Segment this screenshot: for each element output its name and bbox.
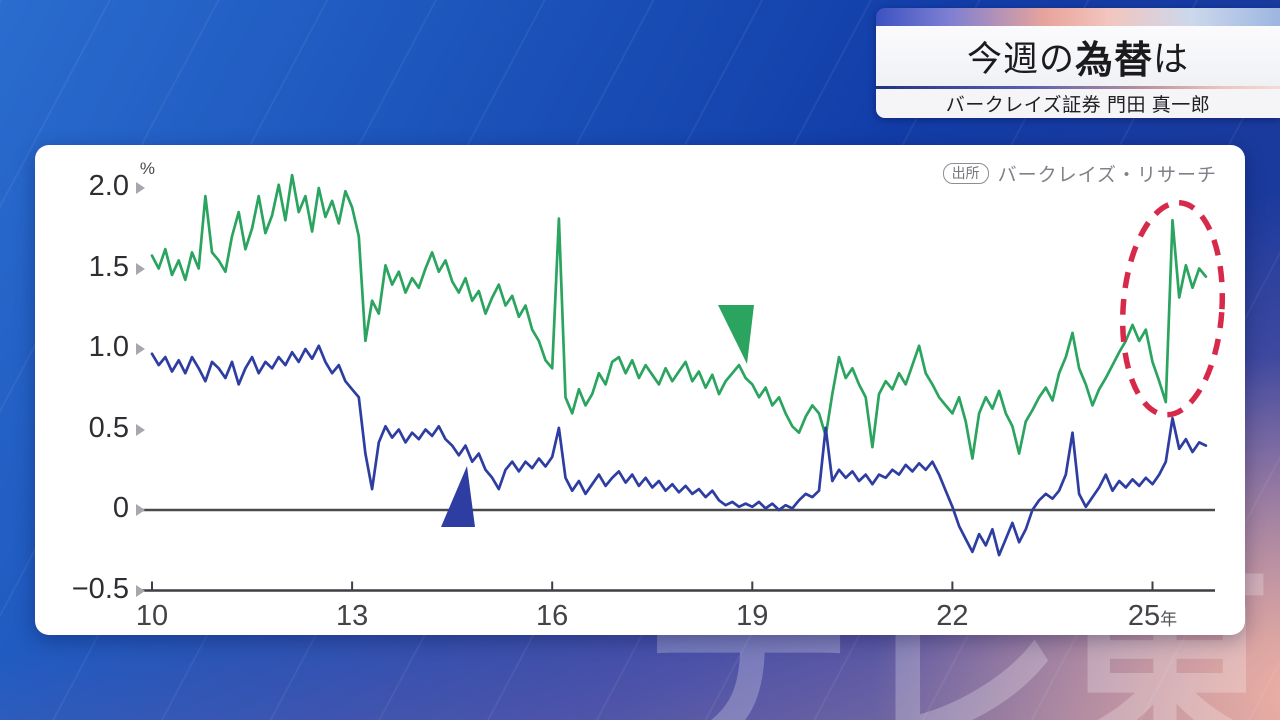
x-tick-label: 13 — [335, 600, 369, 632]
y-tick-marker — [136, 262, 145, 275]
x-tick-label: 19 — [736, 600, 769, 632]
title-emphasis: 為替 — [1074, 39, 1153, 82]
header-divider — [876, 86, 1280, 89]
analyst-name: バークレイズ証券 門田 真一郎 — [876, 89, 1280, 118]
series-30y-term-premium-line — [150, 173, 1208, 460]
title-prefix: 今週の — [966, 39, 1075, 79]
x-tick-label: 22 — [936, 600, 969, 632]
series-10y-term-premium-line — [150, 344, 1208, 557]
y-tick-label: 0.5 — [88, 411, 129, 444]
chart-panel: % 2.0 1.5 1.0 0.5 0 −0.5 10 13 16 19 22 25年 出所 バーク… — [35, 145, 1245, 635]
source-note: 出所 バークレイズ・リサーチ — [942, 160, 1217, 187]
program-header: 今週の 為替は バークレイズ証券 門田 真一郎 — [876, 8, 1280, 118]
x-axis-ticks — [151, 581, 1154, 591]
y-axis-unit-label: % — [139, 159, 155, 178]
y-tick-marker — [136, 584, 145, 597]
x-tick-label: 16 — [536, 600, 569, 632]
term-premium-chart — [140, 173, 1226, 592]
y-tick-marker — [136, 182, 145, 194]
y-tick-label: −0.5 — [71, 572, 129, 605]
y-tick-label: 1.0 — [88, 331, 129, 363]
callout-tail-30y — [718, 305, 754, 364]
callout-tail-10y — [441, 466, 475, 527]
header-gradient-stripe — [876, 8, 1280, 26]
legend-callout-30y: 30年タームプレミアム — [659, 267, 969, 300]
y-tick-marker — [136, 423, 145, 436]
y-tick-label: 2.0 — [88, 170, 129, 202]
y-tick-marker — [136, 343, 145, 355]
y-tick-marker — [136, 504, 145, 516]
legend-callout-10y: 10年タームプレミアム — [279, 537, 589, 570]
source-text: バークレイズ・リサーチ — [997, 165, 1217, 186]
program-title: 今週の 為替は — [876, 26, 1280, 86]
x-tick-label: 10 — [135, 600, 169, 632]
y-tick-label: 0 — [112, 492, 129, 524]
x-tick-label: 25年 — [1127, 600, 1178, 632]
y-tick-label: 1.5 — [88, 250, 129, 283]
title-suffix: は — [1153, 39, 1190, 79]
source-badge: 出所 — [942, 163, 989, 184]
